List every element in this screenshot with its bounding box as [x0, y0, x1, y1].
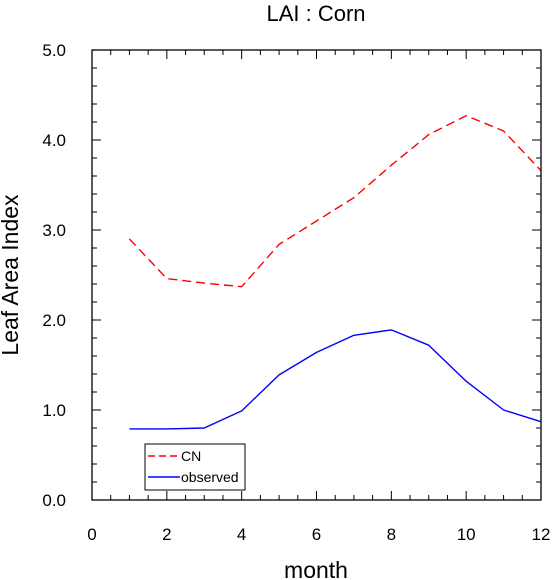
legend-box — [144, 443, 246, 491]
legend-label-cn: CN — [181, 448, 201, 464]
x-axis-label: month — [284, 557, 348, 580]
y-axis-label: Leaf Area Index — [0, 194, 23, 356]
series-line-observed — [129, 329, 542, 430]
series-line-cn — [128, 114, 542, 288]
axis-ticks — [91, 49, 542, 501]
x-tick-label: 8 — [387, 525, 396, 544]
axis-tick-labels: 0 2 4 6 8 10 12 0.0 1.0 2.0 3.0 4.0 5.0 — [42, 41, 550, 544]
x-tick-label: 12 — [532, 525, 551, 544]
y-tick-label: 0.0 — [42, 491, 66, 510]
data-series — [128, 114, 542, 430]
y-tick-label: 4.0 — [42, 131, 66, 150]
y-tick-label: 5.0 — [42, 41, 66, 60]
x-tick-label: 4 — [237, 525, 246, 544]
chart-title: LAI : Corn — [266, 1, 365, 26]
y-tick-label: 3.0 — [42, 221, 66, 240]
x-tick-label: 0 — [87, 525, 96, 544]
legend: CN observed — [144, 443, 246, 491]
x-tick-label: 2 — [162, 525, 171, 544]
legend-label-observed: observed — [181, 469, 239, 485]
y-tick-label: 2.0 — [42, 311, 66, 330]
y-tick-label: 1.0 — [42, 401, 66, 420]
x-tick-label: 10 — [457, 525, 476, 544]
x-tick-label: 6 — [312, 525, 321, 544]
plot-frame — [91, 49, 542, 501]
